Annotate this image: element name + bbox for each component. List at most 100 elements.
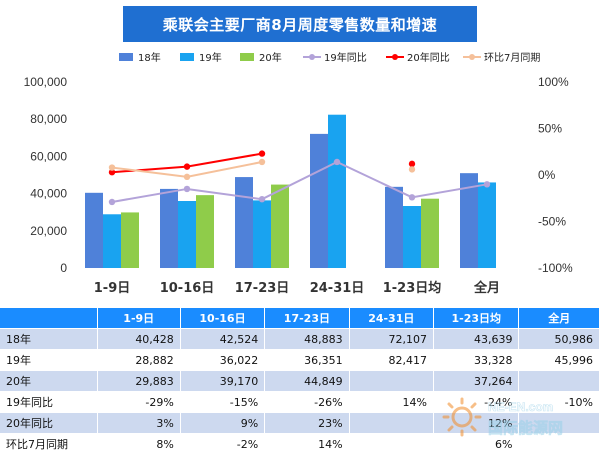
- point-环比7月同期: [258, 158, 266, 166]
- row-label: 19年: [0, 349, 98, 371]
- bar-18年-全月: [460, 173, 478, 268]
- table-cell: 8%: [97, 433, 181, 455]
- table-header-cell: 10-16日: [180, 308, 266, 329]
- watermark-logo: NE-EN.com 国际能源网: [442, 397, 563, 437]
- bar-18年-17-23日: [235, 177, 253, 268]
- table-cell: 36,022: [180, 349, 266, 371]
- table-row: 18年 40,428 42,524 48,883 72,107 43,639 50,986: [0, 328, 600, 350]
- table-cell: 44,849: [264, 370, 350, 392]
- legend-marker: [392, 54, 398, 60]
- table-row: 19年 28,882 36,022 36,351 82,417 33,328 45,996: [0, 349, 600, 371]
- left-axis-tick: 100,000: [24, 75, 68, 89]
- table-cell: [349, 433, 434, 455]
- table-cell: [349, 370, 434, 392]
- table-cell: 72,107: [349, 328, 434, 350]
- bar-19年-全月: [478, 182, 496, 268]
- point-19年同比: [333, 158, 341, 166]
- table-cell: 48,883: [264, 328, 350, 350]
- x-axis-label: 1-9日: [94, 281, 131, 296]
- left-axis: 0 20,000 40,000 60,000 80,000 100,000: [24, 75, 68, 275]
- left-axis-tick: 80,000: [30, 112, 67, 126]
- point-19年同比: [408, 194, 416, 201]
- table-row: 20年 29,883 39,170 44,849 37,264: [0, 370, 600, 392]
- left-axis-tick: 60,000: [30, 149, 67, 163]
- point-19年同比: [108, 198, 116, 206]
- right-axis-tick: -50%: [538, 215, 566, 229]
- table-header-cell: 24-31日: [349, 308, 434, 329]
- table-cell: 6%: [433, 433, 520, 455]
- table-row: 环比7月同期 8% -2% 14% 6%: [0, 433, 600, 455]
- table-cell: [518, 433, 600, 455]
- legend-swatch: [119, 53, 133, 61]
- line-series: [108, 150, 491, 206]
- table-cell: 42,524: [180, 328, 266, 350]
- table-cell: 45,996: [518, 349, 600, 371]
- table-cell: -10%: [518, 391, 600, 413]
- legend-marker: [309, 54, 315, 60]
- bar-20年-1-9日: [121, 212, 139, 268]
- line-19年同比: [111, 160, 488, 203]
- table-cell: 82,417: [349, 349, 434, 371]
- table-cell: [349, 412, 434, 434]
- point-20年同比: [258, 150, 266, 157]
- table-cell: 23%: [264, 412, 350, 434]
- bar-18年-10-16日: [160, 188, 178, 268]
- svg-text:NE-EN.com: NE-EN.com: [488, 400, 553, 414]
- left-axis-tick: 20,000: [30, 224, 67, 238]
- bar-18年-1-23日均: [385, 186, 403, 268]
- table-cell: 50,986: [518, 328, 600, 350]
- table-cell: 37,264: [433, 370, 520, 392]
- table-row: 20年同比 3% 9% 23% 12%: [0, 412, 600, 434]
- left-axis-tick: 0: [60, 261, 67, 275]
- bar-19年-24-31日: [328, 114, 346, 268]
- row-label: 18年: [0, 328, 98, 350]
- table-cell: 9%: [180, 412, 266, 434]
- legend-label: 环比7月同期: [484, 52, 540, 64]
- table-cell: -2%: [180, 433, 266, 455]
- row-label: 20年同比: [0, 412, 98, 434]
- chart-area: 18年 19年 20年 19年同比 20年同比 环比7月同期 0 20,000 40,000 6…: [24, 51, 573, 296]
- bar-19年-10-16日: [178, 200, 196, 268]
- legend-marker: [469, 54, 475, 60]
- table-cell: 29,883: [97, 370, 181, 392]
- left-axis-tick: 40,000: [30, 187, 67, 201]
- legend-label: 19年同比: [324, 51, 367, 64]
- table-header-cell: [0, 308, 98, 329]
- bar-19年-17-23日: [253, 200, 271, 268]
- x-axis-label: 1-23日均: [383, 280, 442, 296]
- table-cell: 43,639: [433, 328, 520, 350]
- table-cell: 33,328: [433, 349, 520, 371]
- bar-20年-17-23日: [271, 184, 289, 268]
- table-header-row: 1-9日 10-16日 17-23日 24-31日 1-23日均 全月: [0, 308, 600, 329]
- row-label: 20年: [0, 370, 98, 392]
- point-19年同比: [183, 185, 191, 193]
- bar-series: [85, 114, 496, 268]
- table-cell: 14%: [264, 433, 350, 455]
- point-环比7月同期: [408, 166, 416, 173]
- table-cell: -15%: [180, 391, 266, 413]
- svg-text:国际能源网: 国际能源网: [488, 419, 563, 437]
- right-axis-tick: 50%: [538, 122, 562, 136]
- bar-18年-24-31日: [310, 133, 328, 268]
- bar-20年-10-16日: [196, 195, 214, 268]
- table-cell: [518, 412, 600, 434]
- bar-18年-1-9日: [85, 192, 103, 268]
- table-cell: 14%: [349, 391, 434, 413]
- right-axis: -100% -50% 0% 50% 100%: [538, 75, 573, 275]
- table-cell: -29%: [97, 391, 181, 413]
- table-cell: 28,882: [97, 349, 181, 371]
- x-axis-label: 17-23日: [235, 281, 290, 296]
- x-axis-labels: 1-9日 10-16日 17-23日 24-31日 1-23日均 全月: [94, 280, 500, 296]
- x-axis-label: 24-31日: [310, 281, 365, 296]
- legend-label: 18年: [138, 51, 161, 64]
- point-环比7月同期: [183, 173, 191, 181]
- point-20年同比: [108, 169, 116, 176]
- data-table: 1-9日 10-16日 17-23日 24-31日 1-23日均 全月 18年 40,428…: [0, 308, 600, 455]
- table-header-cell: 全月: [518, 308, 600, 329]
- table-row: 19年同比 -29% -15% -26% 14% -24% -10%: [0, 391, 600, 413]
- point-19年同比: [258, 195, 266, 203]
- point-19年同比: [483, 181, 491, 188]
- table-cell: 39,170: [180, 370, 266, 392]
- point-20年同比: [183, 163, 191, 170]
- chart-legend: 18年 19年 20年 19年同比 20年同比 环比7月同期: [119, 51, 540, 64]
